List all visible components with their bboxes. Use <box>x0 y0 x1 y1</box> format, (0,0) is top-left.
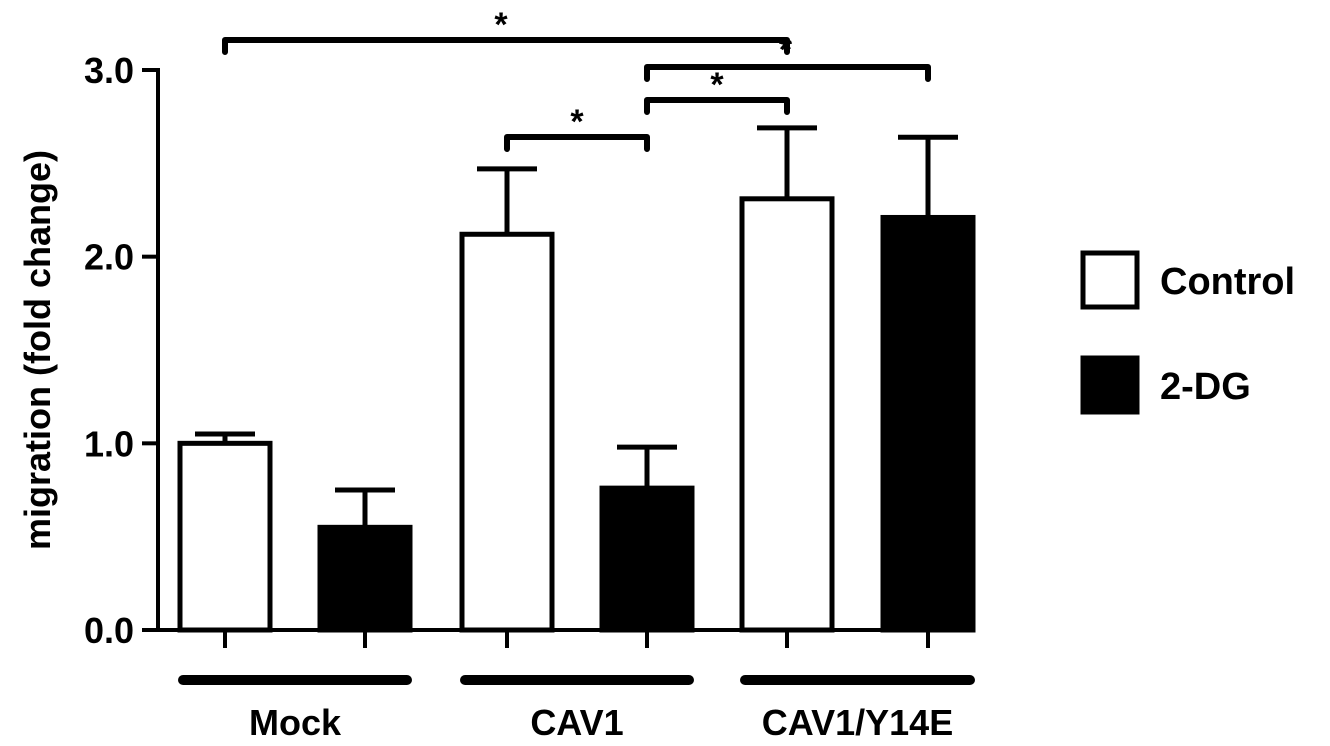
group-label: CAV1 <box>530 702 623 743</box>
significance-bracket <box>644 97 790 115</box>
group-label: Mock <box>249 702 342 743</box>
y-tick-label: 2.0 <box>84 237 134 278</box>
legend-swatch <box>1080 250 1140 310</box>
y-axis-label: migration (fold change) <box>17 150 58 550</box>
y-tick-label: 3.0 <box>84 50 134 91</box>
legend-swatch <box>1080 355 1140 415</box>
y-tick-label: 1.0 <box>84 423 134 464</box>
group-label: CAV1/Y14E <box>762 702 953 743</box>
bar <box>459 231 555 633</box>
significance-star: * <box>494 6 508 44</box>
significance-brackets: * * * * <box>222 6 931 152</box>
bar <box>739 196 835 633</box>
group-labels: Mock CAV1 CAV1/Y14E <box>178 675 975 743</box>
significance-star: * <box>779 31 793 69</box>
bar <box>880 214 976 633</box>
y-ticks: 0.0 1.0 2.0 3.0 <box>84 50 158 651</box>
legend-label: Control <box>1160 261 1295 303</box>
legend-label: 2-DG <box>1160 366 1251 408</box>
bar <box>177 440 273 633</box>
significance-star: * <box>710 66 724 104</box>
bar <box>317 524 413 633</box>
significance-bracket <box>644 64 931 82</box>
bar <box>599 485 695 633</box>
bars <box>156 125 976 648</box>
legend: Control 2-DG <box>1080 250 1295 415</box>
y-tick-label: 0.0 <box>84 610 134 651</box>
significance-bracket <box>504 134 650 152</box>
significance-bracket <box>222 37 790 55</box>
significance-star: * <box>570 103 584 141</box>
